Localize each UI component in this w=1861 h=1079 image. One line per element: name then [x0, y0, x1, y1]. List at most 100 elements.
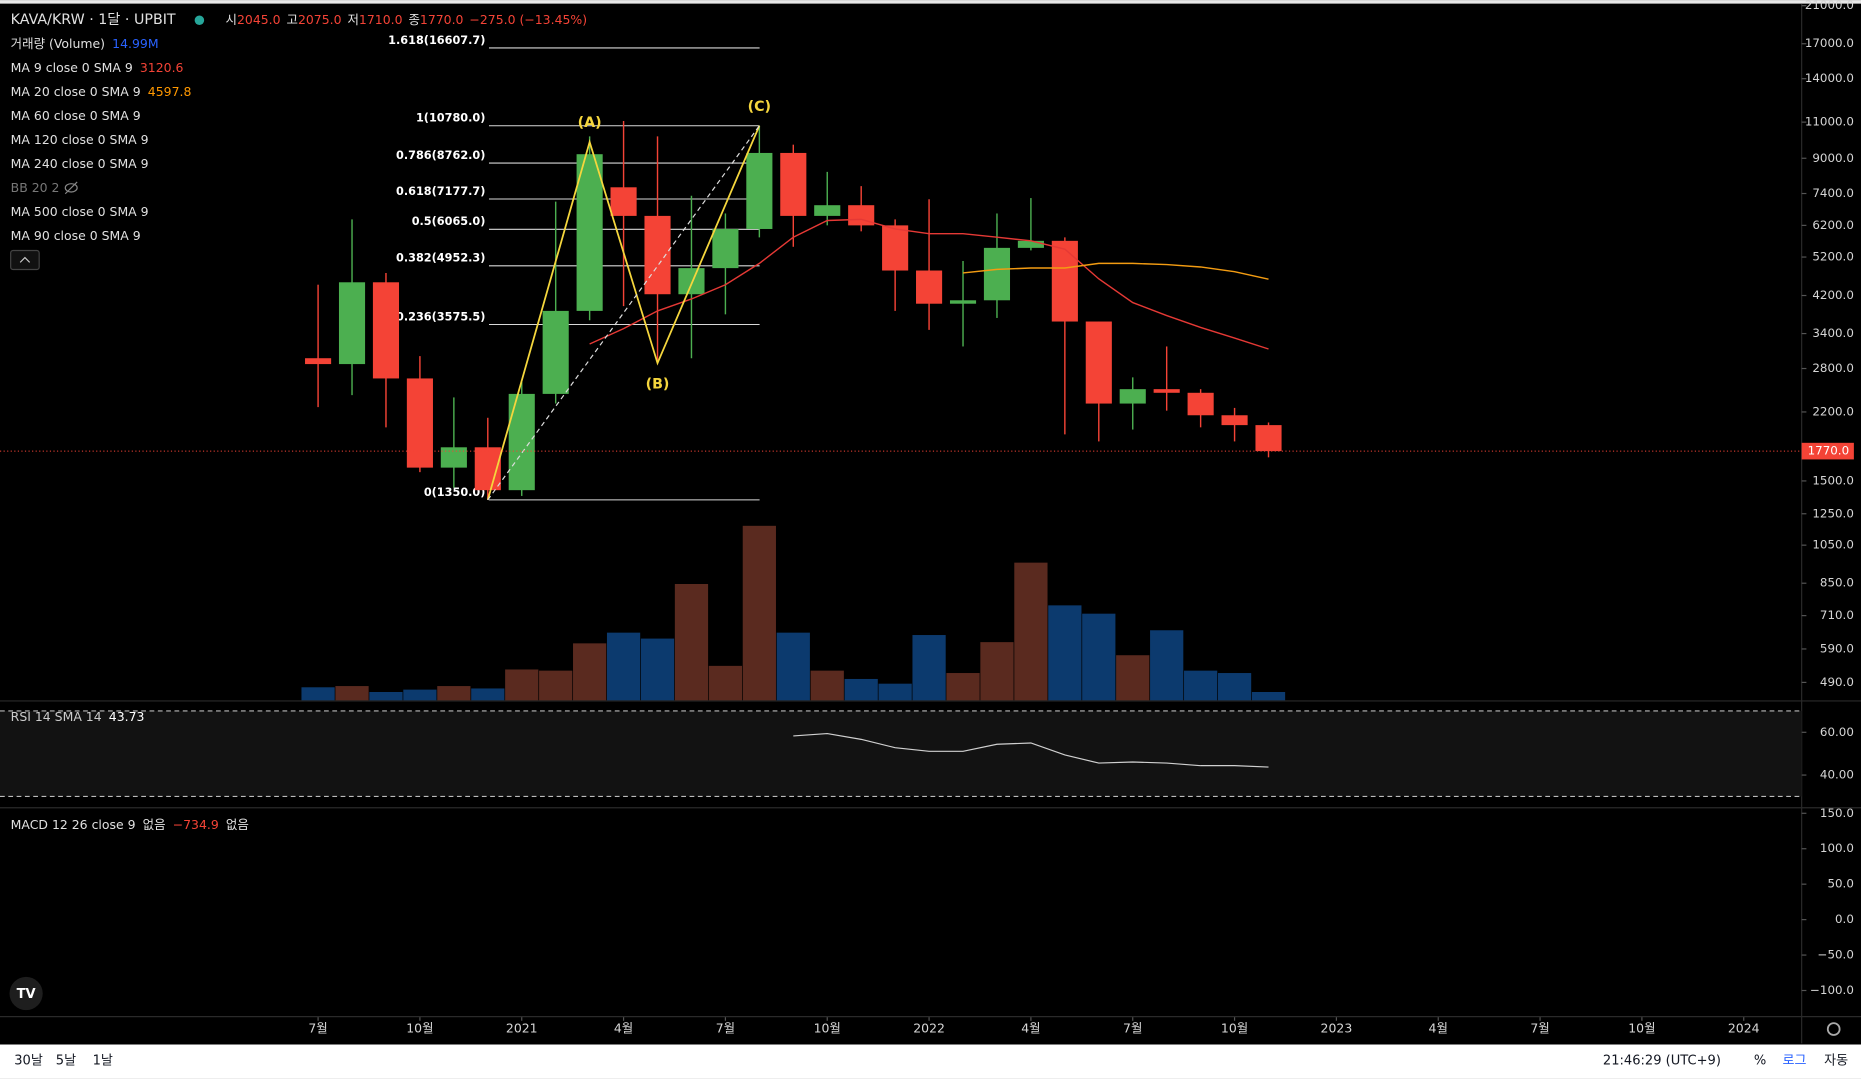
indicator-name: 거래량 (Volume): [11, 35, 105, 50]
y-tick-label: 21000.0: [1805, 0, 1854, 12]
volume-bar: [437, 686, 471, 701]
y-tick-label: 1250.0: [1812, 506, 1854, 520]
indicator-name: MA 60 close 0 SMA 9: [11, 107, 141, 122]
status-dot: [194, 15, 205, 25]
candle-body: [814, 205, 841, 216]
y-tick-label: 9000.0: [1812, 151, 1854, 165]
indicator-name: MA 9 close 0 SMA 9: [11, 59, 133, 74]
indicator-legend: MA 9 close 0 SMA 9 3120.6: [11, 59, 184, 74]
top-border: [0, 0, 1861, 4]
fib-label: 0(1350.0): [424, 486, 486, 499]
change: −275.0 (−13.45%): [469, 12, 587, 27]
logo-mark: TV: [17, 987, 37, 1002]
range-button[interactable]: 30날: [14, 1054, 43, 1069]
volume-bar: [640, 638, 675, 701]
candle-body: [1119, 389, 1146, 404]
candle-body: [746, 152, 773, 229]
ohlc-label: 고: [286, 12, 297, 27]
x-tick-label: 2024: [1728, 1021, 1760, 1036]
candle-body: [305, 358, 332, 365]
candle-body: [983, 247, 1011, 301]
volume-bar: [946, 673, 980, 701]
ohlc-label: 시: [226, 12, 237, 27]
volume-bar: [912, 635, 946, 701]
y-tick-label: 5200.0: [1812, 250, 1854, 264]
y-tick-label: 2200.0: [1812, 404, 1854, 418]
volume-bar: [1150, 630, 1184, 701]
ohlc-label: 종: [408, 12, 419, 27]
last-price-label: 1770.0: [1808, 444, 1850, 458]
x-tick-label: 7월: [1123, 1021, 1142, 1036]
y-tick-label: 6200.0: [1812, 218, 1854, 232]
candle-body: [949, 300, 977, 304]
macd-tick-label: 150.0: [1820, 806, 1854, 820]
volume-bar: [708, 665, 743, 701]
fib-label: 0.382(4952.3): [396, 252, 485, 265]
candle-body: [576, 154, 603, 311]
macd-legend: MACD 12 26 close 9 없음 −734.9 없음: [11, 816, 249, 831]
x-tick-label: 4월: [1021, 1021, 1040, 1036]
indicator-legend: MA 240 close 0 SMA 9: [11, 155, 149, 170]
x-tick-label: 4월: [614, 1021, 633, 1036]
scale-option[interactable]: %: [1754, 1054, 1766, 1069]
candle-body: [1221, 415, 1248, 426]
last-price-box: [1801, 442, 1854, 460]
volume-bar: [335, 686, 369, 701]
y-tick-label: 1050.0: [1812, 538, 1854, 552]
volume-bar: [1116, 655, 1150, 701]
indicator-name: MA 20 close 0 SMA 9: [11, 83, 141, 98]
candle-body: [1153, 389, 1180, 393]
range-button[interactable]: 1날: [93, 1054, 113, 1069]
x-tick-label: 7월: [1530, 1021, 1549, 1036]
indicator-legend: MA 120 close 0 SMA 9: [11, 131, 149, 146]
scale-option[interactable]: 로그: [1783, 1054, 1807, 1069]
indicator-value: 14.99M: [112, 35, 158, 50]
x-tick-label: 10월: [1221, 1021, 1248, 1036]
candle-body: [678, 268, 705, 295]
abc-pattern: [486, 125, 761, 501]
range-button[interactable]: 5날: [56, 1054, 76, 1069]
candle-body: [916, 270, 943, 304]
scale-option[interactable]: 자동: [1824, 1054, 1848, 1069]
y-tick-label: 14000.0: [1805, 71, 1854, 85]
x-tick-label: 2021: [506, 1021, 538, 1036]
logo[interactable]: [9, 976, 43, 1011]
macd-value: −734.9: [173, 816, 219, 831]
settings-icon[interactable]: [1826, 1022, 1841, 1036]
candle-body: [1051, 240, 1078, 322]
volume-bar: [1014, 562, 1048, 701]
volume-bar: [403, 689, 437, 701]
candle-body: [338, 282, 366, 365]
collapse-button[interactable]: [10, 249, 40, 271]
hidden-icon: [64, 183, 78, 193]
indicator-name: MA 120 close 0 SMA 9: [11, 131, 149, 146]
volume-bar: [471, 688, 505, 701]
volume-bar: [810, 670, 844, 701]
indicator-name: BB 20 2: [11, 179, 60, 194]
ohlc-label: 저: [347, 12, 358, 27]
candle-body: [1017, 240, 1044, 248]
bottom-toolbar: [0, 1044, 1861, 1079]
fib-label: 0.236(3575.5): [396, 310, 485, 323]
volume-bar: [878, 683, 912, 701]
candle-body: [372, 282, 400, 379]
candle-body: [712, 228, 739, 269]
rsi-tick-label: 40.00: [1820, 768, 1854, 782]
candle-body: [644, 215, 671, 295]
y-tick-label: 590.0: [1820, 641, 1854, 655]
volume-bar: [980, 642, 1014, 701]
candle-body: [780, 152, 807, 216]
symbol-legend: KAVA/KRW · 1달 · UPBIT: [11, 11, 176, 28]
x-tick-label: 7월: [308, 1021, 327, 1036]
macd-tick-label: 100.0: [1820, 841, 1854, 855]
candle-body: [440, 447, 467, 468]
fib-label: 1(10780.0): [416, 112, 485, 125]
macd-value: 없음: [143, 816, 166, 831]
y-tick-label: 850.0: [1820, 576, 1854, 590]
fib-label: 1.618(16607.7): [388, 34, 485, 47]
hidden-icon-slash: [64, 181, 78, 195]
macd-value: 없음: [226, 816, 249, 831]
indicator-legend: MA 60 close 0 SMA 9: [11, 107, 141, 122]
volume-bar: [1251, 692, 1286, 701]
